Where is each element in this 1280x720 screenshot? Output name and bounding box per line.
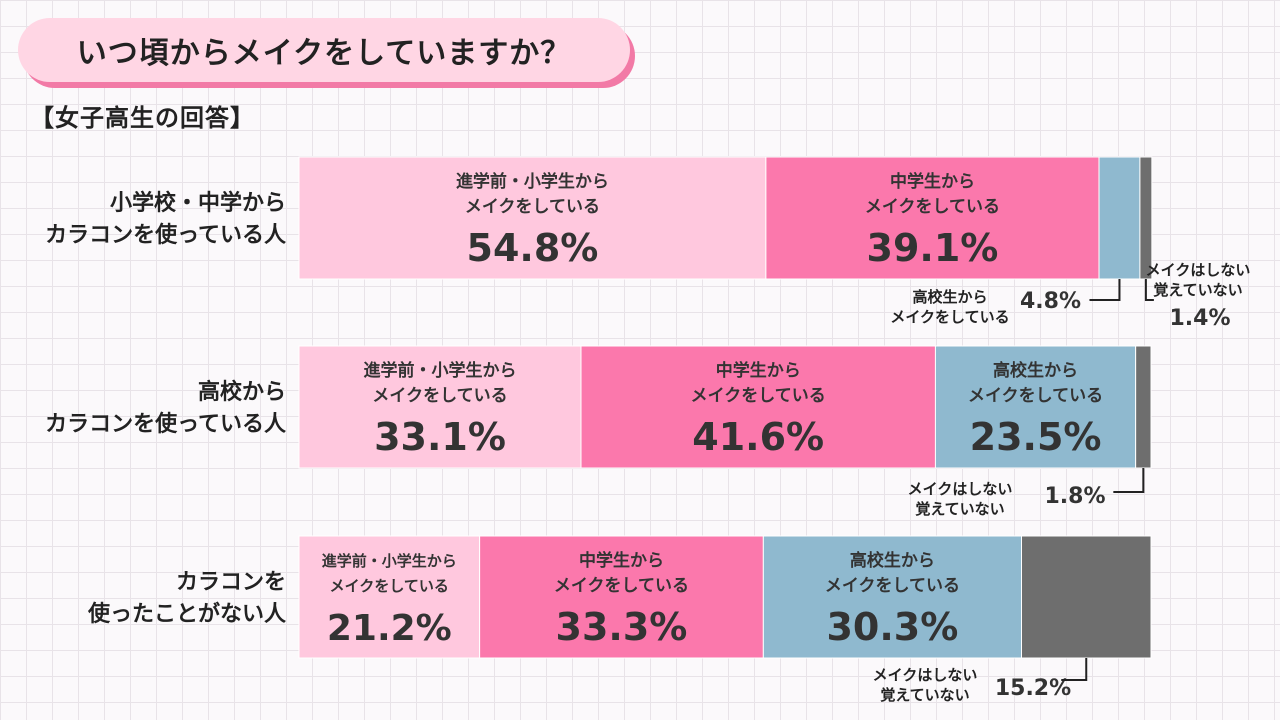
segment-value-label: 41.6% [692, 415, 824, 459]
segment-name-label: 高校生から [993, 360, 1078, 381]
segment-value-label: 33.3% [556, 605, 688, 649]
segment-name-label: メイクをしている [865, 197, 1000, 217]
annotation-value-label: 1.4% [1169, 306, 1230, 331]
row-label: カラコンを使っている人 [45, 412, 286, 437]
segment-value-label: 30.3% [826, 605, 958, 649]
bar-segment [298, 535, 481, 659]
annotation-leader-line [1113, 468, 1145, 493]
segment-name-label: 中学生から [716, 360, 801, 381]
segment-value-label: 54.8% [467, 226, 599, 270]
segment-name-label: メイクをしている [465, 197, 600, 217]
segment-name-label: メイクをしている [825, 576, 960, 596]
segment-name-label: メイクをしている [968, 386, 1103, 406]
bar-segment [1098, 156, 1141, 280]
row-label: 小学校・中学から [110, 190, 286, 216]
segment-name-label: メイクをしている [372, 386, 507, 406]
segment-value-label: 33.1% [374, 415, 506, 459]
bar-segment [765, 156, 1100, 280]
chart-title: いつ頃からメイクをしていますか？ [18, 18, 630, 82]
annotation-leader-line [1089, 279, 1121, 301]
segment-name-label: 進学前・小学生から [322, 552, 457, 570]
segment-value-label: 21.2% [327, 608, 452, 649]
row-label: カラコンを [176, 570, 286, 595]
annotation-name-label: 高校生から [912, 288, 987, 306]
segment-name-label: 中学生から [890, 171, 975, 192]
annotation-leader-line [1061, 658, 1088, 681]
annotation-name-label: 覚えていない [880, 686, 969, 704]
row-label: 使ったことがない人 [87, 601, 286, 627]
annotation-value-label: 15.2% [995, 676, 1071, 701]
bar-segment [934, 345, 1137, 469]
bar-segment [298, 345, 582, 469]
annotation-name-label: 覚えていない [915, 500, 1004, 518]
annotation-name-label: メイクはしない [908, 480, 1013, 498]
segment-name-label: メイクをしている [330, 577, 449, 595]
annotation-name-label: 覚えていない [1153, 281, 1242, 299]
annotation-name-label: メイクはしない [873, 666, 978, 684]
annotation-value-label: 1.8% [1044, 484, 1105, 509]
segment-value-label: 39.1% [867, 226, 999, 270]
chart-subtitle: 【女子高生の回答】 [30, 104, 255, 132]
annotation-name-label: メイクはしない [1146, 261, 1251, 279]
annotation-name-label: メイクをしている [890, 308, 1009, 326]
annotation-value-label: 4.8% [1020, 289, 1081, 314]
bar-segment [479, 535, 764, 659]
annotation-leader-line [1144, 279, 1154, 301]
segment-name-label: メイクをしている [691, 386, 826, 406]
bar-segment [762, 535, 1023, 659]
segment-name-label: メイクをしている [554, 576, 689, 596]
segment-name-label: 高校生から [850, 550, 935, 571]
bar-segment [1135, 345, 1152, 469]
segment-name-label: 進学前・小学生から [456, 171, 609, 192]
row-label: 高校から [198, 379, 286, 405]
segment-name-label: 進学前・小学生から [364, 360, 517, 381]
segment-name-label: 中学生から [579, 550, 664, 571]
bar-segment [580, 345, 936, 469]
bar-segment [1021, 535, 1152, 659]
row-label: カラコンを使っている人 [45, 223, 286, 248]
segment-value-label: 23.5% [970, 415, 1102, 459]
